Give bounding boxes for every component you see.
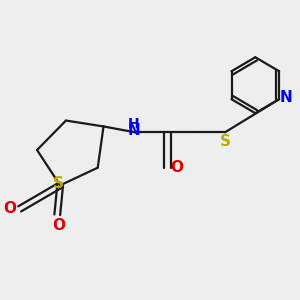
Text: S: S — [53, 176, 64, 191]
Text: O: O — [171, 160, 184, 175]
Text: N: N — [280, 90, 293, 105]
Text: H: H — [128, 117, 140, 131]
Text: O: O — [3, 201, 16, 216]
Text: N: N — [128, 123, 140, 138]
Text: S: S — [219, 134, 230, 149]
Text: O: O — [52, 218, 65, 232]
